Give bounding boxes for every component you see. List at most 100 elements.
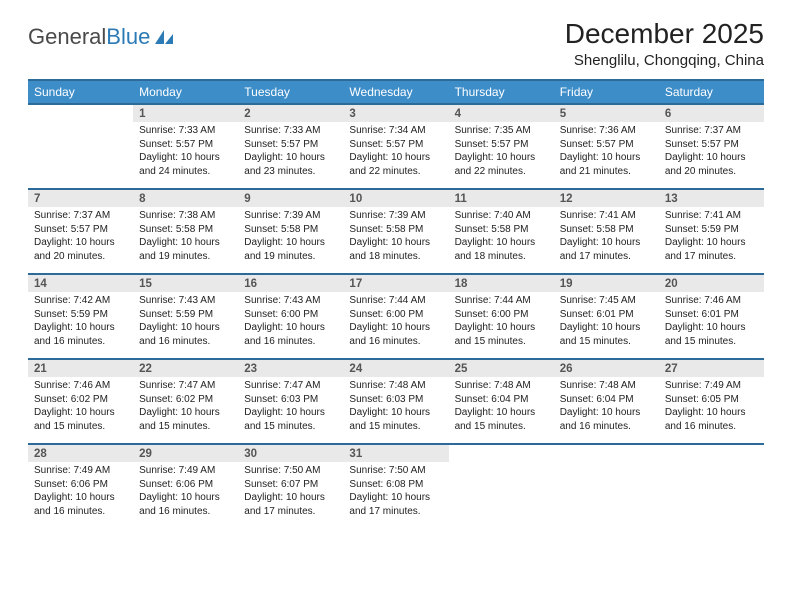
sunrise-text: Sunrise: 7:49 AM: [665, 379, 758, 393]
daylight-text: Daylight: 10 hours and 16 minutes.: [139, 321, 232, 348]
week-details: Sunrise: 7:46 AMSunset: 6:02 PMDaylight:…: [28, 377, 764, 444]
sunset-text: Sunset: 5:57 PM: [560, 138, 653, 152]
day-cell: [554, 462, 659, 528]
sunset-text: Sunset: 6:03 PM: [244, 393, 337, 407]
day-number: 2: [238, 104, 343, 122]
day-cell: Sunrise: 7:50 AMSunset: 6:07 PMDaylight:…: [238, 462, 343, 528]
dow-sunday: Sunday: [28, 80, 133, 104]
day-number: 27: [659, 359, 764, 377]
daylight-text: Daylight: 10 hours and 21 minutes.: [560, 151, 653, 178]
sunset-text: Sunset: 6:02 PM: [139, 393, 232, 407]
day-number: 8: [133, 189, 238, 207]
day-number: 31: [343, 444, 448, 462]
daylight-text: Daylight: 10 hours and 20 minutes.: [34, 236, 127, 263]
daylight-text: Daylight: 10 hours and 15 minutes.: [560, 321, 653, 348]
dow-wednesday: Wednesday: [343, 80, 448, 104]
sunset-text: Sunset: 6:04 PM: [560, 393, 653, 407]
day-cell: Sunrise: 7:49 AMSunset: 6:06 PMDaylight:…: [133, 462, 238, 528]
page: GeneralBlue December 2025 Shenglilu, Cho…: [0, 0, 792, 546]
day-cell: Sunrise: 7:43 AMSunset: 6:00 PMDaylight:…: [238, 292, 343, 359]
daylight-text: Daylight: 10 hours and 16 minutes.: [139, 491, 232, 518]
sunset-text: Sunset: 6:00 PM: [349, 308, 442, 322]
day-cell: Sunrise: 7:42 AMSunset: 5:59 PMDaylight:…: [28, 292, 133, 359]
daylight-text: Daylight: 10 hours and 18 minutes.: [349, 236, 442, 263]
week-details: Sunrise: 7:37 AMSunset: 5:57 PMDaylight:…: [28, 207, 764, 274]
sunrise-text: Sunrise: 7:42 AM: [34, 294, 127, 308]
day-number: 7: [28, 189, 133, 207]
sunset-text: Sunset: 5:59 PM: [34, 308, 127, 322]
day-number: 5: [554, 104, 659, 122]
sunrise-text: Sunrise: 7:46 AM: [665, 294, 758, 308]
day-number: 6: [659, 104, 764, 122]
sunrise-text: Sunrise: 7:49 AM: [139, 464, 232, 478]
daylight-text: Daylight: 10 hours and 22 minutes.: [455, 151, 548, 178]
week-numbers: 78910111213: [28, 189, 764, 207]
daylight-text: Daylight: 10 hours and 15 minutes.: [244, 406, 337, 433]
day-number: 20: [659, 274, 764, 292]
week-numbers: 123456: [28, 104, 764, 122]
daylight-text: Daylight: 10 hours and 15 minutes.: [349, 406, 442, 433]
sunrise-text: Sunrise: 7:34 AM: [349, 124, 442, 138]
day-number: [449, 444, 554, 462]
daylight-text: Daylight: 10 hours and 23 minutes.: [244, 151, 337, 178]
day-cell: Sunrise: 7:47 AMSunset: 6:03 PMDaylight:…: [238, 377, 343, 444]
day-cell: Sunrise: 7:33 AMSunset: 5:57 PMDaylight:…: [133, 122, 238, 189]
sunrise-text: Sunrise: 7:47 AM: [139, 379, 232, 393]
daylight-text: Daylight: 10 hours and 16 minutes.: [34, 321, 127, 348]
sunset-text: Sunset: 6:00 PM: [455, 308, 548, 322]
sunset-text: Sunset: 6:06 PM: [34, 478, 127, 492]
day-number: 21: [28, 359, 133, 377]
sunrise-text: Sunrise: 7:48 AM: [455, 379, 548, 393]
sunrise-text: Sunrise: 7:40 AM: [455, 209, 548, 223]
sunrise-text: Sunrise: 7:44 AM: [455, 294, 548, 308]
day-cell: Sunrise: 7:43 AMSunset: 5:59 PMDaylight:…: [133, 292, 238, 359]
day-number: [28, 104, 133, 122]
sunrise-text: Sunrise: 7:49 AM: [34, 464, 127, 478]
sunrise-text: Sunrise: 7:43 AM: [244, 294, 337, 308]
sunset-text: Sunset: 6:01 PM: [665, 308, 758, 322]
sunset-text: Sunset: 6:08 PM: [349, 478, 442, 492]
week-details: Sunrise: 7:33 AMSunset: 5:57 PMDaylight:…: [28, 122, 764, 189]
dow-saturday: Saturday: [659, 80, 764, 104]
title-block: December 2025 Shenglilu, Chongqing, Chin…: [565, 18, 764, 69]
week-numbers: 21222324252627: [28, 359, 764, 377]
day-cell: [449, 462, 554, 528]
day-cell: [659, 462, 764, 528]
sunset-text: Sunset: 5:58 PM: [139, 223, 232, 237]
daylight-text: Daylight: 10 hours and 22 minutes.: [349, 151, 442, 178]
day-cell: Sunrise: 7:35 AMSunset: 5:57 PMDaylight:…: [449, 122, 554, 189]
daylight-text: Daylight: 10 hours and 19 minutes.: [244, 236, 337, 263]
day-cell: Sunrise: 7:41 AMSunset: 5:58 PMDaylight:…: [554, 207, 659, 274]
sunrise-text: Sunrise: 7:50 AM: [349, 464, 442, 478]
day-number: 3: [343, 104, 448, 122]
day-cell: Sunrise: 7:47 AMSunset: 6:02 PMDaylight:…: [133, 377, 238, 444]
day-number: 11: [449, 189, 554, 207]
day-number: [659, 444, 764, 462]
day-number: 25: [449, 359, 554, 377]
day-cell: Sunrise: 7:48 AMSunset: 6:04 PMDaylight:…: [554, 377, 659, 444]
day-number: 16: [238, 274, 343, 292]
day-number: 14: [28, 274, 133, 292]
sunrise-text: Sunrise: 7:48 AM: [560, 379, 653, 393]
sunset-text: Sunset: 6:04 PM: [455, 393, 548, 407]
sunrise-text: Sunrise: 7:41 AM: [665, 209, 758, 223]
day-number: 12: [554, 189, 659, 207]
dow-tuesday: Tuesday: [238, 80, 343, 104]
sunset-text: Sunset: 5:57 PM: [244, 138, 337, 152]
day-number: 17: [343, 274, 448, 292]
daylight-text: Daylight: 10 hours and 17 minutes.: [244, 491, 337, 518]
sunrise-text: Sunrise: 7:37 AM: [665, 124, 758, 138]
daylight-text: Daylight: 10 hours and 24 minutes.: [139, 151, 232, 178]
day-cell: Sunrise: 7:40 AMSunset: 5:58 PMDaylight:…: [449, 207, 554, 274]
dow-friday: Friday: [554, 80, 659, 104]
dow-monday: Monday: [133, 80, 238, 104]
sunset-text: Sunset: 5:57 PM: [139, 138, 232, 152]
sunset-text: Sunset: 5:58 PM: [244, 223, 337, 237]
day-number: 22: [133, 359, 238, 377]
day-number: 23: [238, 359, 343, 377]
daylight-text: Daylight: 10 hours and 19 minutes.: [139, 236, 232, 263]
sunset-text: Sunset: 5:58 PM: [560, 223, 653, 237]
sunset-text: Sunset: 6:05 PM: [665, 393, 758, 407]
logo-text-1: General: [28, 24, 106, 50]
day-cell: Sunrise: 7:48 AMSunset: 6:03 PMDaylight:…: [343, 377, 448, 444]
